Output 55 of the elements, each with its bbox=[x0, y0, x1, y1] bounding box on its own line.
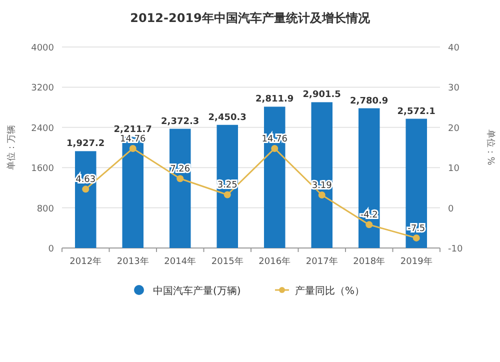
y-tick-label: 2400 bbox=[31, 124, 54, 134]
y2-tick-label: 30 bbox=[448, 84, 460, 94]
y2-tick-label: 40 bbox=[448, 44, 460, 54]
point bbox=[271, 144, 278, 152]
data-label: 3.19 bbox=[312, 180, 332, 191]
x-tick-label: 2017年 bbox=[306, 256, 338, 267]
y2-axis-title: 单位：% bbox=[485, 130, 496, 166]
legend-label: 中国汽车产量(万辆) bbox=[153, 285, 241, 297]
data-label: 2,780.9 bbox=[350, 96, 388, 106]
y-tick-label: 3200 bbox=[31, 84, 54, 94]
x-tick-label: 2016年 bbox=[258, 256, 291, 267]
data-label: 4.63 bbox=[76, 175, 96, 186]
x-tick-label: 2014年 bbox=[164, 256, 196, 267]
x-tick-label: 2012年 bbox=[70, 256, 102, 267]
y-tick-label: 0 bbox=[48, 244, 54, 254]
point bbox=[129, 144, 136, 152]
bar bbox=[264, 106, 286, 248]
y2-tick-label: 0 bbox=[448, 204, 454, 214]
y-axis-title: 单位：万辆 bbox=[6, 125, 17, 170]
data-label: 2,211.7 bbox=[114, 124, 152, 135]
point bbox=[412, 234, 420, 242]
y2-tick-label: 20 bbox=[448, 124, 460, 134]
x-tick-label: 2015年 bbox=[211, 256, 244, 267]
data-label: 2,372.3 bbox=[161, 116, 200, 127]
data-label: 2,572.1 bbox=[397, 106, 436, 117]
point bbox=[82, 186, 90, 193]
data-label: 2,901.5 bbox=[302, 90, 341, 100]
y2-tick-label: -10 bbox=[448, 244, 463, 254]
bar bbox=[122, 136, 144, 248]
y2-tick-label: 10 bbox=[448, 164, 460, 174]
data-label: -7.5 bbox=[408, 224, 426, 234]
y-tick-label: 1600 bbox=[31, 164, 54, 174]
bar bbox=[169, 128, 191, 248]
y-tick-label: 4000 bbox=[31, 44, 54, 54]
legend-label: 产量同比（%） bbox=[295, 285, 365, 297]
bar bbox=[216, 124, 238, 248]
data-label: 3.25 bbox=[217, 180, 238, 191]
point bbox=[366, 221, 373, 228]
bar bbox=[74, 151, 96, 248]
data-label: 2,811.9 bbox=[256, 94, 294, 105]
x-tick-label: 2018年 bbox=[353, 256, 386, 267]
bar bbox=[311, 102, 333, 248]
x-tick-label: 2019年 bbox=[400, 256, 432, 267]
point bbox=[318, 191, 326, 198]
chart-title: 2012-2019年中国汽车产量统计及增长情况 bbox=[130, 11, 371, 25]
data-label: -4.2 bbox=[360, 210, 378, 221]
y-tick-label: 800 bbox=[36, 204, 54, 214]
data-label: 1,927.2 bbox=[66, 139, 105, 150]
point bbox=[176, 175, 184, 182]
data-label: 7.26 bbox=[170, 164, 190, 175]
bar bbox=[406, 118, 428, 248]
point bbox=[224, 191, 231, 198]
data-label: 2,450.3 bbox=[208, 112, 246, 123]
bar bbox=[358, 108, 380, 248]
x-tick-label: 2013年 bbox=[116, 256, 149, 267]
